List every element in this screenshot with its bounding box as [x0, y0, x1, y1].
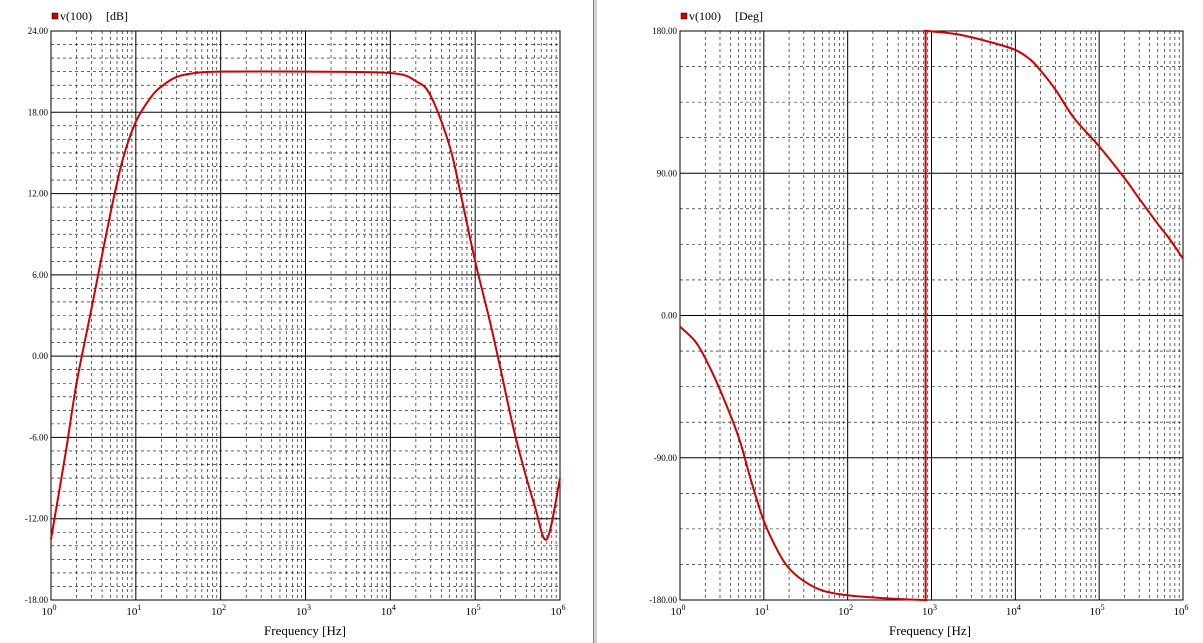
y-tick-label: 90.00 [657, 168, 678, 178]
x-tick-label: 103 [296, 603, 311, 618]
y-tick-label: -18.00 [25, 595, 49, 605]
legend-swatch [680, 12, 688, 20]
x-tick-label: 106 [1174, 603, 1189, 618]
pane-splitter[interactable] [593, 0, 598, 643]
y-tick-label: 6.00 [32, 270, 48, 280]
x-tick-label: 100 [42, 603, 57, 618]
x-tick-label: 103 [922, 603, 937, 618]
x-tick-label: 105 [466, 603, 481, 618]
legend-unit-label: [dB] [106, 9, 128, 23]
x-tick-label: 102 [211, 603, 226, 618]
legend-unit-label: [Deg] [735, 9, 763, 23]
x-tick-label: 102 [838, 603, 853, 618]
x-tick-label: 106 [551, 603, 566, 618]
plot-frame [50, 30, 561, 601]
series-line-v(100) [679, 29, 1184, 602]
x-tick-label: 101 [126, 603, 141, 618]
x-tick-label: 104 [381, 603, 396, 618]
legend-series-label: v(100) [689, 9, 721, 23]
y-tick-label: 24.00 [28, 26, 49, 36]
y-tick-label: -12.00 [25, 514, 49, 524]
y-tick-label: 18.00 [28, 107, 49, 117]
y-tick-label: 0.00 [661, 311, 677, 321]
chart-1: 24.00 18.00 12.00 6.00 0.00 -6.00 -12.00 -18.00… [25, 9, 566, 638]
x-axis-label: Frequency [Hz] [889, 623, 971, 638]
x-tick-label: 104 [1006, 603, 1021, 618]
series-line-v(100) [50, 70, 561, 541]
legend-series-label: v(100) [60, 9, 92, 23]
legend-swatch [51, 12, 59, 20]
x-tick-label: 101 [754, 603, 769, 618]
x-tick-label: 100 [671, 603, 686, 618]
y-tick-label: -180.00 [649, 595, 677, 605]
y-tick-label: -90.00 [654, 453, 678, 463]
y-tick-label: 180.00 [652, 26, 677, 36]
x-axis-label: Frequency [Hz] [264, 623, 346, 638]
x-tick-label: 105 [1090, 603, 1105, 618]
y-tick-label: 0.00 [32, 351, 48, 361]
y-tick-label: 12.00 [28, 189, 49, 199]
y-tick-label: -6.00 [29, 432, 48, 442]
